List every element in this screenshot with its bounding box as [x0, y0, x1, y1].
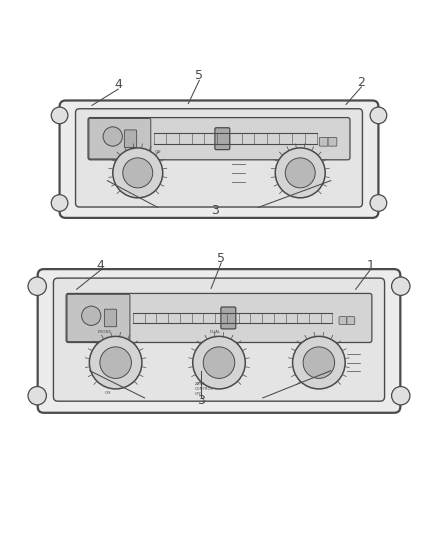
Text: ZONE: ZONE — [195, 382, 206, 386]
Circle shape — [203, 347, 235, 378]
Circle shape — [51, 195, 68, 211]
Circle shape — [370, 107, 387, 124]
Circle shape — [28, 277, 46, 295]
Circle shape — [275, 148, 325, 198]
Circle shape — [103, 127, 122, 146]
Text: FRONT: FRONT — [98, 330, 112, 334]
Text: 4: 4 — [114, 78, 122, 91]
Text: 5: 5 — [217, 252, 225, 265]
FancyBboxPatch shape — [319, 138, 328, 146]
Text: 1: 1 — [366, 259, 374, 272]
Circle shape — [285, 158, 315, 188]
FancyBboxPatch shape — [53, 278, 385, 401]
FancyBboxPatch shape — [124, 130, 137, 148]
Text: Off: Off — [105, 391, 111, 395]
Circle shape — [51, 107, 68, 124]
FancyBboxPatch shape — [60, 101, 378, 218]
FancyBboxPatch shape — [88, 118, 350, 160]
Circle shape — [113, 148, 163, 198]
FancyBboxPatch shape — [328, 138, 337, 146]
Circle shape — [392, 277, 410, 295]
Text: 3: 3 — [211, 204, 219, 217]
Text: Off: Off — [155, 150, 161, 154]
Circle shape — [123, 158, 153, 188]
FancyBboxPatch shape — [89, 118, 151, 159]
FancyBboxPatch shape — [104, 309, 117, 327]
Circle shape — [100, 347, 131, 378]
Circle shape — [193, 336, 245, 389]
Circle shape — [370, 195, 387, 211]
Text: DUAL: DUAL — [209, 330, 221, 334]
Circle shape — [293, 336, 345, 389]
Text: CONTROL: CONTROL — [195, 387, 214, 391]
Text: 5: 5 — [195, 69, 203, 83]
Circle shape — [28, 386, 46, 405]
FancyBboxPatch shape — [215, 128, 230, 150]
Text: OFF: OFF — [195, 392, 202, 396]
FancyBboxPatch shape — [75, 109, 362, 207]
Circle shape — [392, 386, 410, 405]
Text: 2: 2 — [357, 76, 365, 89]
Text: 4: 4 — [97, 259, 105, 272]
FancyBboxPatch shape — [221, 307, 236, 329]
Circle shape — [303, 347, 335, 378]
Text: 3: 3 — [198, 394, 205, 407]
FancyBboxPatch shape — [66, 294, 372, 343]
FancyBboxPatch shape — [38, 269, 400, 413]
FancyBboxPatch shape — [67, 294, 130, 342]
FancyBboxPatch shape — [347, 317, 355, 325]
Circle shape — [89, 336, 142, 389]
Circle shape — [81, 306, 101, 326]
FancyBboxPatch shape — [339, 317, 347, 325]
